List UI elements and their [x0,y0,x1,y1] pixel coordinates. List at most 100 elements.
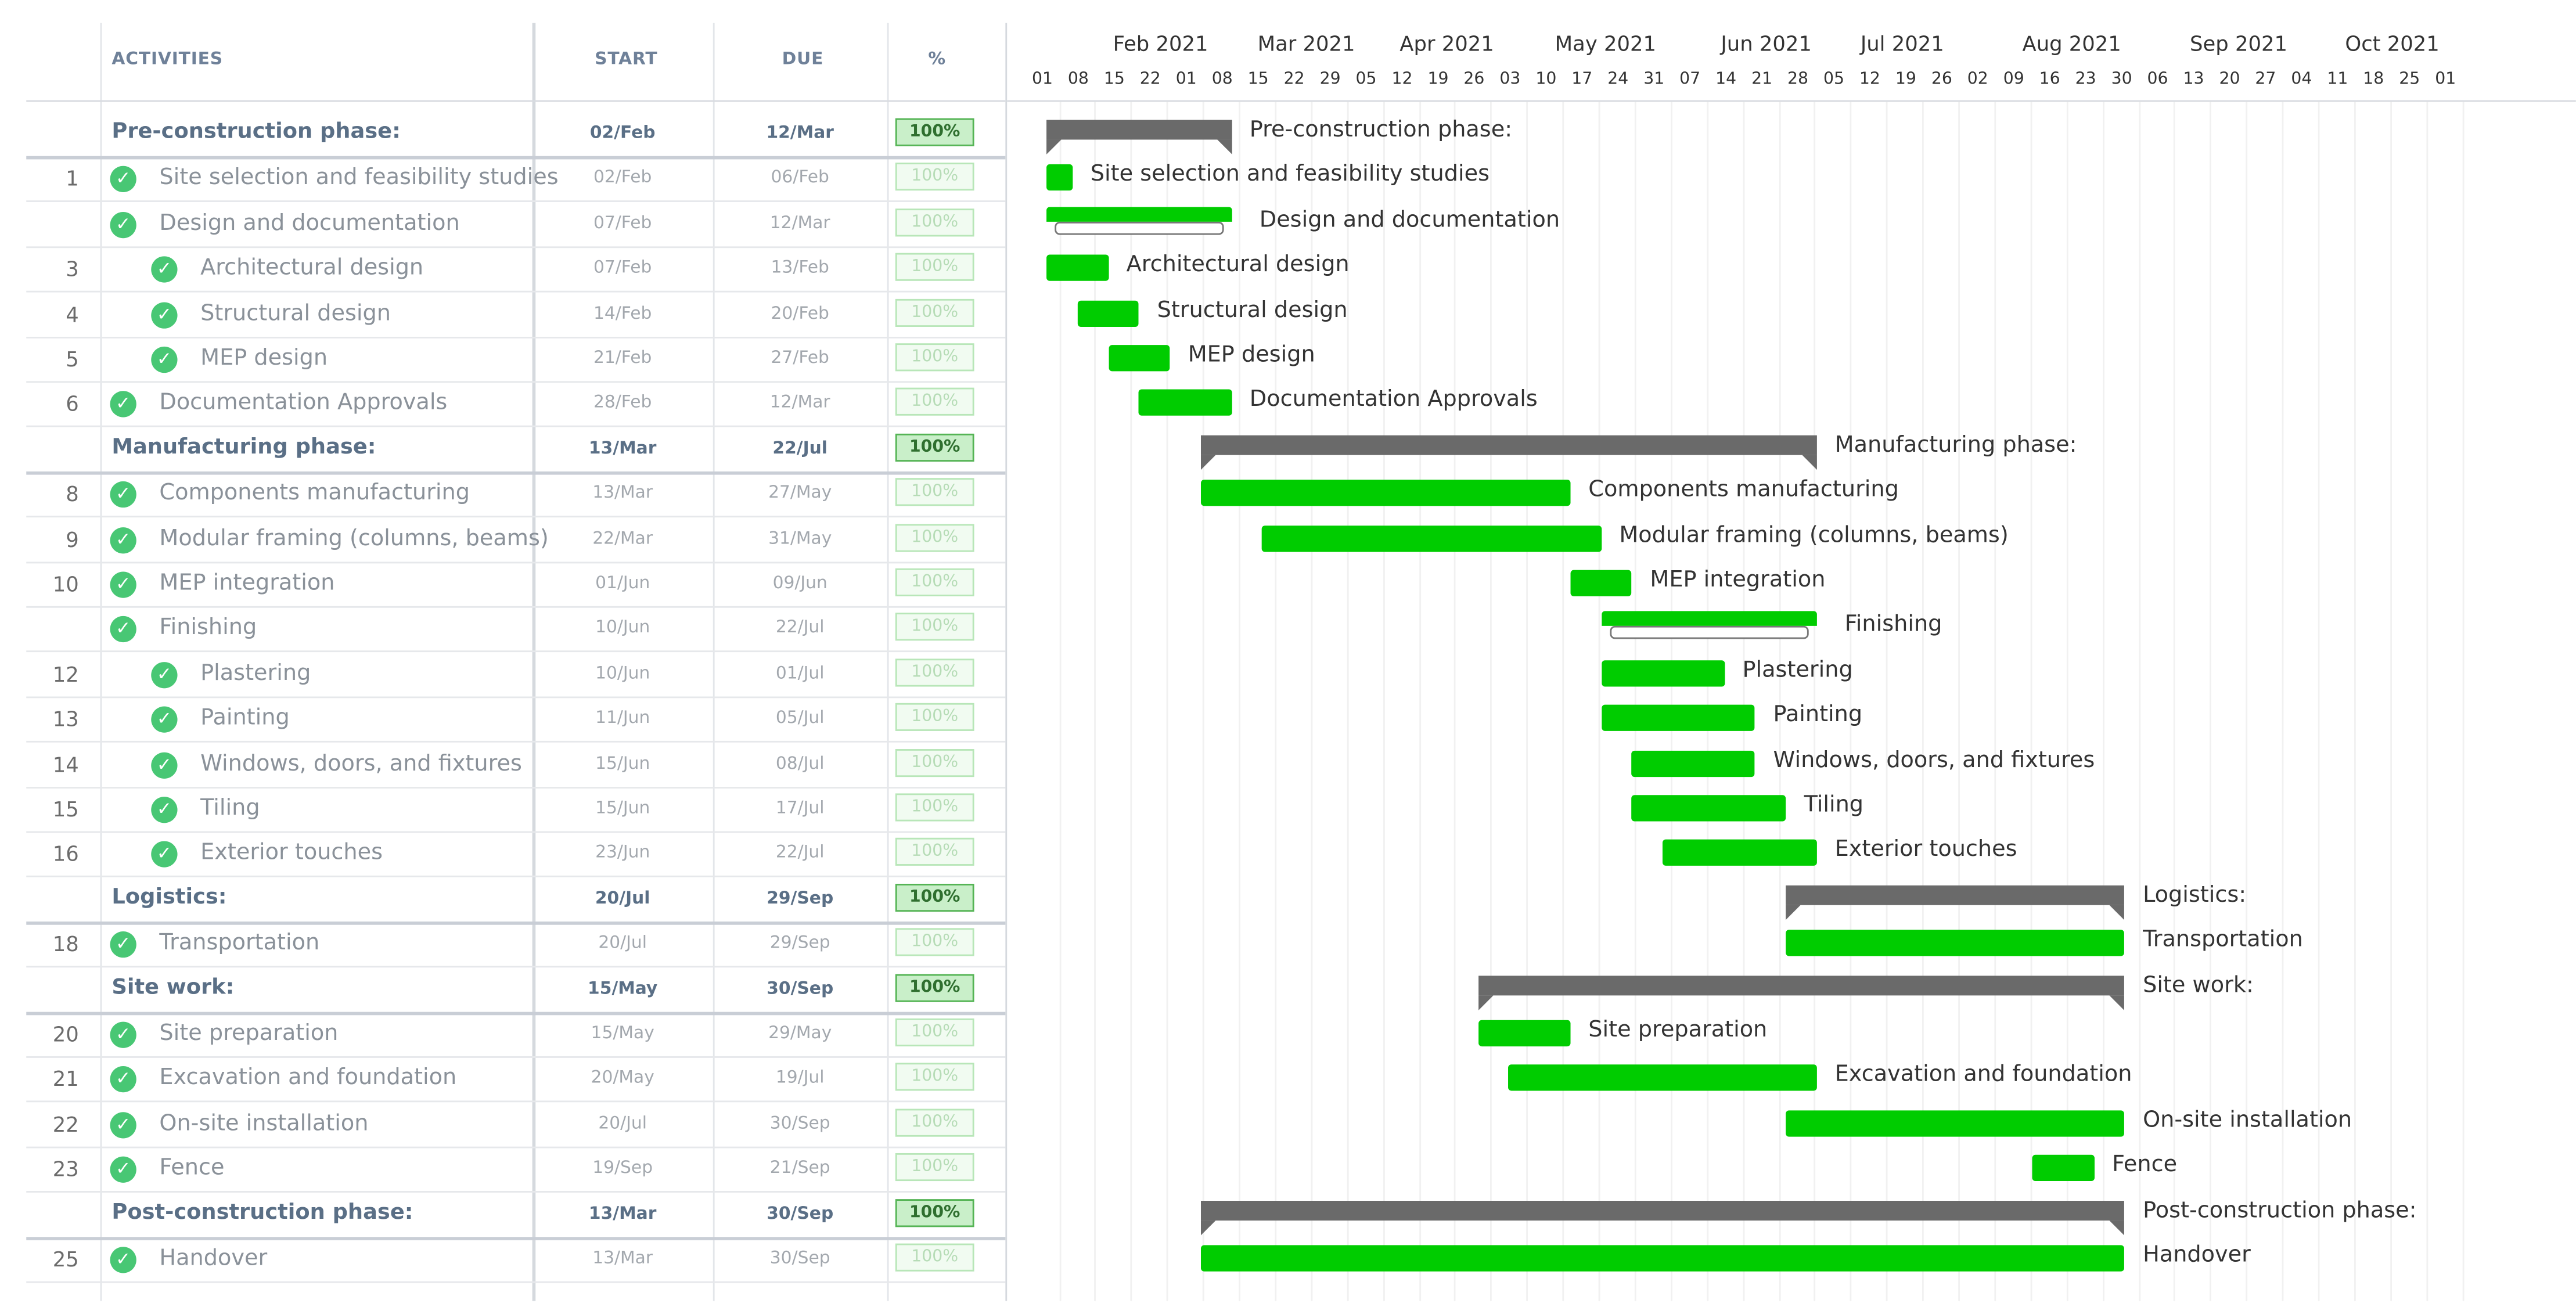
due-date[interactable]: 30/Sep [767,1203,834,1223]
progress-badge[interactable]: 100% [895,793,974,822]
start-date[interactable]: 20/May [591,1068,654,1088]
check-complete-icon[interactable]: ✓ [151,707,178,733]
check-complete-icon[interactable]: ✓ [110,931,136,958]
header-pct[interactable]: % [887,23,1006,100]
start-date[interactable]: 11/Jun [595,708,650,728]
phase-bar[interactable] [1786,885,2125,920]
check-complete-icon[interactable]: ✓ [110,481,136,508]
due-date[interactable]: 27/May [768,483,832,503]
phase-row[interactable]: Logistics: 20/Jul 29/Sep 100% [26,877,1006,925]
table-row[interactable]: 22 ✓ On-site installation 20/Jul 30/Sep 100% [26,1102,1006,1148]
task-bar[interactable] [1601,660,1725,686]
activity-name[interactable]: Site work: [111,975,235,1000]
table-row[interactable]: 1 ✓ Site selection and feasibility studies… [26,157,1006,203]
start-date[interactable]: 23/Jun [595,843,650,863]
due-date[interactable]: 19/Jul [775,1068,825,1088]
due-date[interactable]: 01/Jul [775,663,825,683]
start-date[interactable]: 13/Mar [592,1248,653,1268]
start-date[interactable]: 02/Feb [589,123,656,143]
start-date[interactable]: 14/Feb [593,303,652,323]
task-bar[interactable] [1478,1020,1571,1047]
progress-badge[interactable]: 100% [895,433,974,462]
progress-badge[interactable]: 100% [895,748,974,776]
table-row[interactable]: 4 ✓ Structural design 14/Feb 20/Feb 100% [26,291,1006,338]
start-date[interactable]: 10/Jun [595,663,650,683]
task-bar[interactable] [1786,1110,2125,1137]
check-complete-icon[interactable]: ✓ [151,841,178,868]
activity-name[interactable]: Transportation [159,930,320,957]
table-row[interactable]: 8 ✓ Components manufacturing 13/Mar 27/May 10… [26,471,1006,518]
grid-chart-divider[interactable] [1005,23,1008,1301]
task-bar[interactable] [1570,570,1632,596]
activity-name[interactable]: Painting [200,705,290,732]
activity-name[interactable]: Excavation and foundation [159,1065,457,1092]
activity-name[interactable]: Finishing [159,615,257,642]
task-bar[interactable] [1509,1065,1817,1092]
progress-badge[interactable]: 100% [895,973,974,1002]
due-date[interactable]: 12/Mar [766,123,834,143]
due-date[interactable]: 17/Jul [775,798,825,818]
progress-badge[interactable]: 100% [895,1063,974,1092]
table-row[interactable]: 25 ✓ Handover 13/Mar 30/Sep 100% [26,1237,1006,1283]
activity-name[interactable]: MEP design [200,345,328,372]
start-date[interactable]: 13/Mar [588,1203,657,1223]
table-row[interactable]: 5 ✓ MEP design 21/Feb 27/Feb 100% [26,337,1006,383]
activity-name[interactable]: MEP integration [159,570,335,596]
progress-badge[interactable]: 100% [895,523,974,552]
progress-badge[interactable]: 100% [895,1243,974,1272]
due-date[interactable]: 30/Sep [767,978,834,998]
phase-bar[interactable] [1200,1200,2125,1235]
progress-badge[interactable]: 100% [895,613,974,642]
start-date[interactable]: 20/Jul [595,888,650,908]
check-complete-icon[interactable]: ✓ [151,797,178,823]
progress-badge[interactable]: 100% [895,883,974,912]
due-date[interactable]: 30/Sep [769,1248,830,1268]
summary-bar[interactable] [1046,206,1232,235]
col-divider[interactable] [532,23,536,1301]
due-date[interactable]: 22/Jul [775,618,825,638]
progress-badge[interactable]: 100% [895,568,974,596]
task-bar[interactable] [2032,1155,2094,1182]
table-row[interactable]: 20 ✓ Site preparation 15/May 29/May 100% [26,1012,1006,1058]
task-bar[interactable] [1200,480,1571,506]
due-date[interactable]: 31/May [768,528,832,548]
progress-badge[interactable]: 100% [895,253,974,282]
table-row[interactable]: 13 ✓ Painting 11/Jun 05/Jul 100% [26,697,1006,743]
check-complete-icon[interactable]: ✓ [110,211,136,238]
check-complete-icon[interactable]: ✓ [110,571,136,598]
table-row[interactable]: 10 ✓ MEP integration 01/Jun 09/Jun 100% [26,562,1006,608]
start-date[interactable]: 13/Mar [592,483,653,503]
activity-name[interactable]: Post-construction phase: [111,1200,413,1225]
start-date[interactable]: 20/Jul [598,1113,647,1133]
start-date[interactable]: 15/Jun [595,798,650,818]
start-date[interactable]: 20/Jul [598,933,647,953]
progress-badge[interactable]: 100% [895,208,974,236]
check-complete-icon[interactable]: ✓ [151,301,178,328]
task-bar[interactable] [1262,525,1602,552]
phase-row[interactable]: Manufacturing phase: 13/Mar 22/Jul 100% [26,427,1006,475]
start-date[interactable]: 28/Feb [593,393,652,413]
header-due[interactable]: DUE [713,23,887,100]
activity-name[interactable]: Logistics: [111,885,227,910]
due-date[interactable]: 06/Feb [771,168,829,188]
table-row[interactable]: 23 ✓ Fence 19/Sep 21/Sep 100% [26,1147,1006,1193]
start-date[interactable]: 01/Jun [595,573,650,593]
activity-name[interactable]: Exterior touches [200,840,383,866]
task-bar[interactable] [1632,795,1786,822]
table-row[interactable]: 15 ✓ Tiling 15/Jun 17/Jul 100% [26,787,1006,833]
activity-name[interactable]: Fence [159,1155,225,1182]
table-row[interactable]: 9 ✓ Modular framing (columns, beams) 22/Mar… [26,517,1006,563]
activity-name[interactable]: Design and documentation [159,210,460,236]
start-date[interactable]: 07/Feb [593,213,652,233]
start-date[interactable]: 19/Sep [592,1158,653,1178]
check-complete-icon[interactable]: ✓ [151,751,178,778]
start-date[interactable]: 13/Mar [588,438,657,458]
table-row[interactable]: 14 ✓ Windows, doors, and fixtures 15/Jun 08/… [26,742,1006,788]
progress-badge[interactable]: 100% [895,1153,974,1182]
task-bar[interactable] [1786,930,2125,957]
progress-badge[interactable]: 100% [895,703,974,732]
table-row[interactable]: ✓ Design and documentation 07/Feb 12/Mar 100… [26,201,1006,248]
due-date[interactable]: 20/Feb [771,303,829,323]
due-date[interactable]: 27/Feb [771,348,829,368]
progress-badge[interactable]: 100% [895,1018,974,1047]
